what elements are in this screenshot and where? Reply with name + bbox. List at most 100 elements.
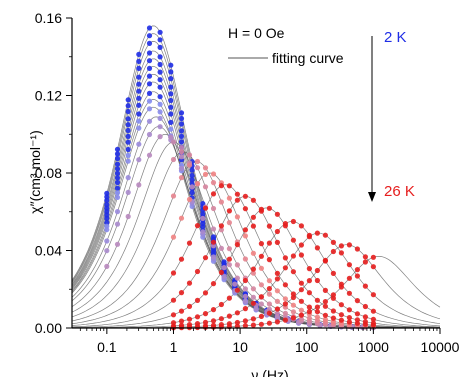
data-point bbox=[298, 242, 304, 248]
data-point bbox=[125, 116, 131, 122]
x-tick-label: 100 bbox=[295, 339, 319, 355]
data-point bbox=[298, 312, 304, 318]
data-point bbox=[157, 124, 163, 130]
data-point bbox=[346, 275, 352, 281]
x-tick-label: 10000 bbox=[421, 339, 460, 355]
data-point bbox=[136, 118, 142, 124]
data-point bbox=[258, 282, 264, 288]
data-point bbox=[234, 287, 240, 293]
data-point bbox=[136, 111, 142, 117]
data-point bbox=[104, 263, 110, 269]
data-point bbox=[250, 294, 256, 300]
data-point bbox=[354, 298, 360, 304]
data-point bbox=[274, 288, 280, 294]
data-point bbox=[258, 241, 264, 247]
data-point bbox=[170, 139, 177, 145]
data-point bbox=[290, 269, 296, 275]
data-point bbox=[346, 315, 352, 321]
x-tick-label: 10 bbox=[232, 339, 248, 355]
data-point bbox=[370, 264, 376, 270]
data-point bbox=[114, 185, 121, 191]
data-point bbox=[370, 308, 376, 314]
data-point bbox=[114, 161, 121, 167]
data-point bbox=[370, 254, 376, 260]
data-point bbox=[282, 221, 288, 227]
data-point bbox=[298, 298, 304, 304]
data-point bbox=[178, 133, 185, 139]
data-point bbox=[157, 109, 163, 115]
data-point bbox=[114, 166, 121, 172]
data-point bbox=[274, 298, 280, 304]
data-point bbox=[194, 297, 201, 303]
data-point bbox=[258, 294, 264, 300]
data-point bbox=[114, 179, 121, 186]
data-point bbox=[266, 306, 272, 312]
fit-curve bbox=[71, 141, 440, 329]
data-point bbox=[125, 97, 131, 103]
data-point bbox=[136, 58, 142, 64]
data-point bbox=[125, 108, 131, 115]
data-point bbox=[314, 314, 320, 320]
data-point bbox=[250, 316, 256, 322]
data-point bbox=[125, 146, 131, 153]
data-point bbox=[114, 241, 121, 247]
data-point bbox=[194, 223, 201, 229]
data-point bbox=[136, 182, 142, 188]
data-point bbox=[178, 175, 185, 181]
data-point bbox=[157, 134, 163, 140]
data-point bbox=[232, 281, 238, 287]
fit-curve bbox=[71, 172, 441, 329]
data-point bbox=[178, 165, 185, 171]
data-point bbox=[290, 253, 296, 259]
data-point bbox=[274, 306, 280, 312]
fit-curve bbox=[71, 91, 440, 329]
data-point bbox=[218, 269, 224, 275]
data-point bbox=[146, 106, 153, 112]
y-tick-label: 0.16 bbox=[35, 10, 62, 26]
data-point bbox=[242, 193, 248, 199]
data-point bbox=[194, 314, 201, 320]
data-point bbox=[157, 94, 163, 100]
fit-curve bbox=[71, 184, 440, 328]
data-point bbox=[157, 84, 163, 90]
fit-curve bbox=[72, 244, 441, 329]
data-point bbox=[146, 40, 153, 47]
data-point bbox=[221, 265, 227, 271]
data-point bbox=[282, 255, 288, 261]
data-point bbox=[250, 250, 256, 256]
data-point bbox=[114, 209, 121, 215]
data-point bbox=[202, 171, 209, 177]
data-point bbox=[242, 286, 248, 292]
data-point bbox=[157, 77, 163, 83]
bottom-temperature-label: 26 K bbox=[384, 183, 415, 200]
data-point bbox=[178, 110, 185, 116]
data-point bbox=[146, 131, 153, 138]
data-point bbox=[218, 324, 224, 330]
data-point bbox=[250, 286, 256, 292]
data-point bbox=[306, 290, 312, 296]
data-point bbox=[314, 245, 320, 251]
data-point bbox=[146, 50, 153, 56]
data-point bbox=[125, 133, 131, 139]
data-point bbox=[136, 125, 142, 131]
data-point bbox=[266, 240, 272, 246]
data-point bbox=[136, 74, 142, 80]
y-tick-label: 0.12 bbox=[35, 88, 62, 104]
data-point bbox=[242, 293, 248, 299]
data-point bbox=[218, 301, 224, 308]
data-point bbox=[157, 44, 163, 51]
data-point bbox=[194, 158, 201, 165]
data-point bbox=[266, 286, 272, 292]
data-point bbox=[226, 220, 232, 226]
data-point bbox=[178, 308, 185, 314]
data-point bbox=[250, 197, 256, 203]
data-point bbox=[104, 248, 110, 254]
data-point bbox=[186, 240, 193, 246]
data-point bbox=[104, 197, 110, 203]
data-point bbox=[226, 295, 232, 301]
data-point bbox=[258, 321, 264, 327]
data-point bbox=[234, 242, 240, 248]
data-point bbox=[200, 215, 206, 221]
data-point bbox=[242, 318, 248, 324]
data-point bbox=[218, 316, 224, 322]
